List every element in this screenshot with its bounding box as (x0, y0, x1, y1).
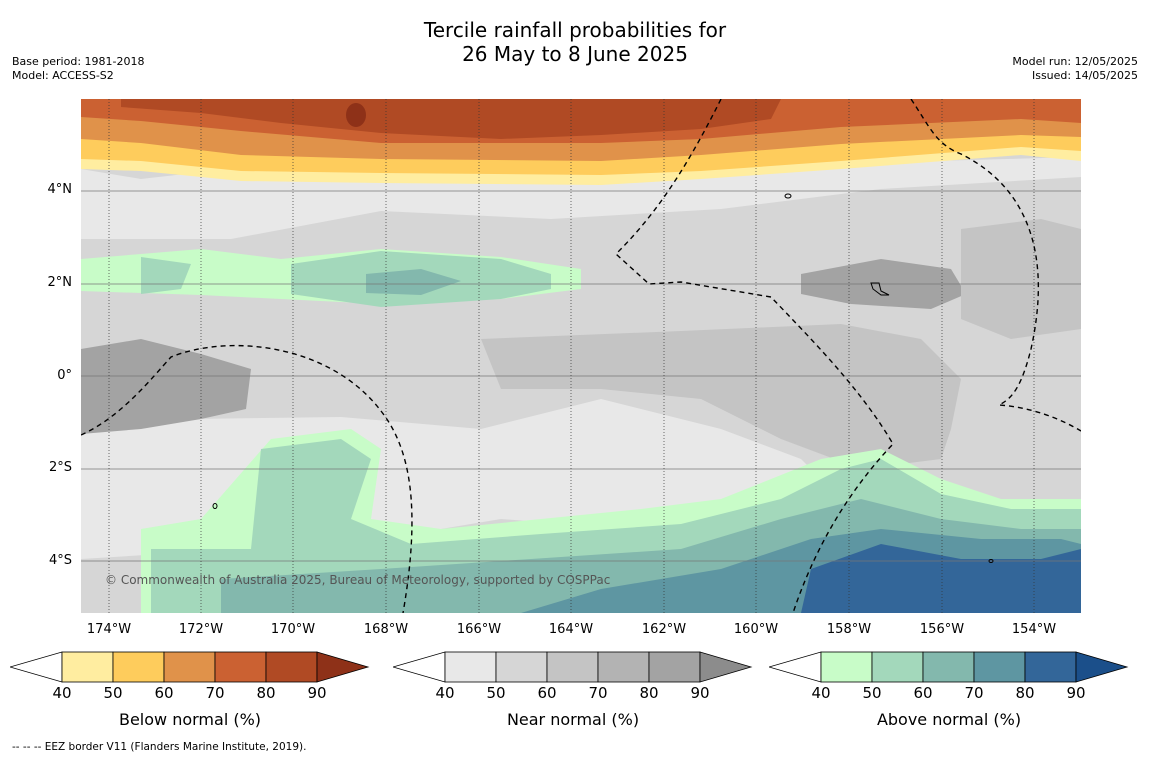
probability-map (81, 99, 1081, 613)
lat-label-4n: 4°N (47, 182, 73, 197)
legend-tick: 80 (1015, 684, 1035, 702)
legend-swatch (265, 651, 318, 683)
title-line-2: 26 May to 8 June 2025 (462, 42, 688, 66)
legend-tick: 70 (205, 684, 225, 702)
eez-borders (81, 99, 1081, 613)
map-title: Tercile rainfall probabilities for 26 Ma… (0, 18, 1150, 66)
legend-above-normal (769, 651, 1129, 683)
lat-label-4s: 4°S (48, 553, 72, 568)
legend-swatch (699, 651, 753, 683)
legend-tick: 60 (913, 684, 933, 702)
legend-tick: 70 (964, 684, 984, 702)
lon-label-164w: 164°W (548, 622, 594, 637)
legend-swatch (163, 651, 216, 683)
meta-left: Base period: 1981-2018 Model: ACCESS-S2 (12, 55, 144, 83)
legend-swatch (214, 651, 267, 683)
legend-swatch (61, 651, 114, 683)
legend-tick: 90 (1066, 684, 1086, 702)
model-name: Model: ACCESS-S2 (12, 69, 114, 82)
lon-label-168w: 168°W (363, 622, 409, 637)
legend-near-normal (393, 651, 753, 683)
copyright-note: © Commonwealth of Australia 2025, Bureau… (105, 573, 611, 587)
legend-swatch (316, 651, 370, 683)
legend-swatch (597, 651, 650, 683)
legend-swatch (648, 651, 701, 683)
below-normal-90 (121, 99, 781, 139)
lon-label-174w: 174°W (86, 622, 132, 637)
legend-caption-near: Near normal (%) (506, 710, 640, 729)
title-line-1: Tercile rainfall probabilities for (423, 18, 727, 42)
legend-caption-below: Below normal (%) (118, 710, 262, 729)
lon-label-170w: 170°W (270, 622, 316, 637)
legend-swatch (112, 651, 165, 683)
legend-swatch (922, 651, 975, 683)
issued-date: Issued: 14/05/2025 (1031, 69, 1138, 82)
above-normal-north-60-west (141, 257, 191, 294)
legend-swatch (444, 651, 497, 683)
above-normal-north-70 (366, 269, 461, 295)
legend-swatch (393, 651, 446, 683)
map-svg (81, 99, 1081, 613)
legend-below-normal (10, 651, 370, 683)
legend-swatch (871, 651, 924, 683)
legend-swatch (973, 651, 1026, 683)
model-run: Model run: 12/05/2025 (1012, 55, 1138, 68)
legend-tick: 90 (690, 684, 710, 702)
legend-tick: 70 (588, 684, 608, 702)
meta-right: Model run: 12/05/2025 Issued: 14/05/2025 (1012, 55, 1138, 83)
lon-label-154w: 154°W (1011, 622, 1057, 637)
island-outlines (212, 193, 994, 563)
gridlines (81, 190, 1081, 562)
legend-tick: 40 (52, 684, 72, 702)
below-normal-max (346, 103, 366, 127)
legend-swatch (1075, 651, 1129, 683)
legend-tick: 80 (256, 684, 276, 702)
legend-tick: 50 (486, 684, 506, 702)
lat-label-2s: 2°S (48, 460, 72, 475)
legend-swatch (1024, 651, 1077, 683)
legend-swatch (10, 651, 63, 683)
legend-swatch (820, 651, 873, 683)
legend-swatch (546, 651, 599, 683)
lat-label-2n: 2°N (47, 275, 73, 290)
legend-swatch (495, 651, 548, 683)
grey-east-edge (961, 219, 1081, 339)
lon-label-162w: 162°W (641, 622, 687, 637)
eez-border-note: -- -- -- EEZ border V11 (Flanders Marine… (12, 741, 307, 753)
legend-tick: 50 (862, 684, 882, 702)
base-period: Base period: 1981-2018 (12, 55, 145, 68)
legend-tick: 40 (435, 684, 455, 702)
lon-label-172w: 172°W (178, 622, 224, 637)
legend-tick: 50 (103, 684, 123, 702)
legend-tick: 90 (307, 684, 327, 702)
grey-equator-east (481, 324, 961, 469)
lon-label-158w: 158°W (826, 622, 872, 637)
lon-label-166w: 166°W (456, 622, 502, 637)
lat-label-equator: 0° (57, 368, 72, 383)
legend-tick: 60 (537, 684, 557, 702)
lon-label-156w: 156°W (919, 622, 965, 637)
legend-caption-above: Above normal (%) (876, 710, 1022, 729)
legend-tick: 80 (639, 684, 659, 702)
dark-grey-equator-west (81, 339, 251, 434)
legend-swatch (769, 651, 822, 683)
legend-tick: 40 (811, 684, 831, 702)
legend-tick: 60 (154, 684, 174, 702)
lon-label-160w: 160°W (733, 622, 779, 637)
